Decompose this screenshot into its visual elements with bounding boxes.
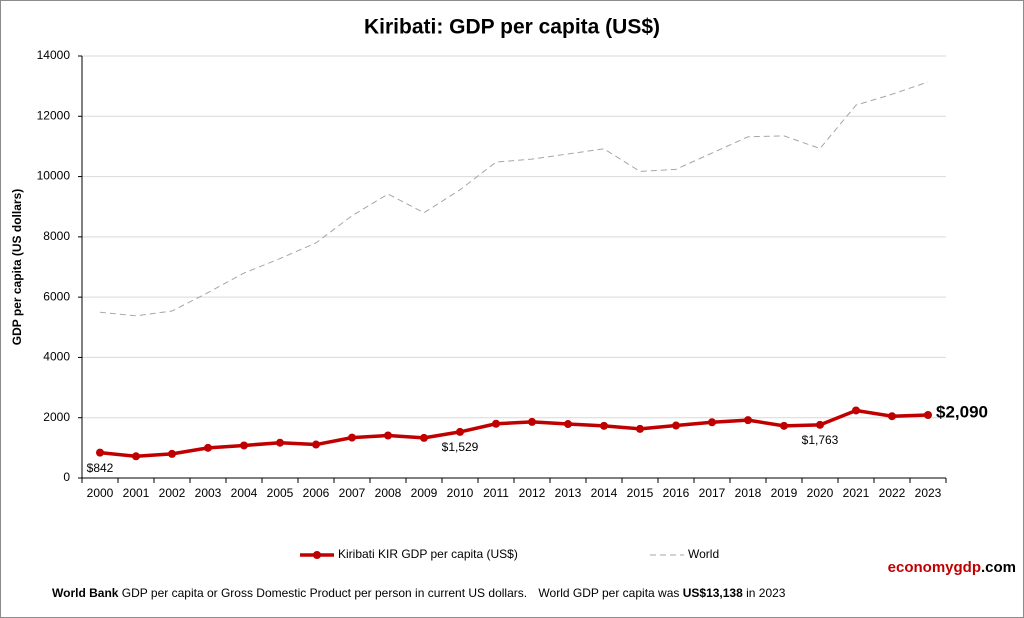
legend-marker xyxy=(313,551,321,559)
point xyxy=(456,427,464,436)
footer: World Bank GDP per capita or Gross Domes… xyxy=(52,586,786,600)
point xyxy=(924,411,932,420)
value-label: $2,090 xyxy=(936,402,988,421)
chart-title: Kiribati: GDP per capita (US$) xyxy=(364,16,660,39)
y-tick-label: 0 xyxy=(63,470,70,484)
point xyxy=(888,412,896,421)
point xyxy=(600,421,608,430)
point xyxy=(96,448,104,457)
point xyxy=(672,421,680,430)
x-tick-label: 2005 xyxy=(267,486,294,500)
x-tick-label: 2008 xyxy=(375,486,402,500)
x-tick-label: 2004 xyxy=(231,486,258,500)
y-tick-label: 14000 xyxy=(37,48,71,62)
footer-part: World Bank xyxy=(52,586,119,600)
point xyxy=(564,420,572,429)
x-tick-label: 2014 xyxy=(591,486,618,500)
series-line xyxy=(99,408,929,459)
value-label: $1,763 xyxy=(802,433,839,447)
x-tick-label: 2012 xyxy=(519,486,546,500)
point xyxy=(348,433,356,442)
x-tick-label: 2010 xyxy=(447,486,474,500)
x-tick-label: 2017 xyxy=(699,486,726,500)
y-axis-label: GDP per capita (US dollars) xyxy=(10,189,24,346)
x-tick-label: 2011 xyxy=(483,486,509,500)
point xyxy=(708,418,716,427)
value-label: $842 xyxy=(87,461,114,475)
value-label: $1,529 xyxy=(442,440,479,454)
footer-part: in 2023 xyxy=(746,586,786,600)
x-tick-label: 2003 xyxy=(195,486,222,500)
point xyxy=(240,441,248,450)
series-line xyxy=(99,81,929,317)
x-tick-label: 2020 xyxy=(807,486,834,500)
point xyxy=(852,406,860,415)
x-tick-label: 2016 xyxy=(663,486,690,500)
point xyxy=(744,416,752,425)
point xyxy=(204,443,212,452)
x-tick-label: 2007 xyxy=(339,486,366,500)
x-tick-label: 2019 xyxy=(771,486,798,500)
y-tick-label: 10000 xyxy=(37,169,71,183)
footer-part: World GDP per capita was xyxy=(538,586,679,600)
y-tick-label: 4000 xyxy=(43,350,70,364)
x-tick-label: 2021 xyxy=(843,486,870,500)
y-tick-label: 8000 xyxy=(43,229,70,243)
x-tick-label: 2023 xyxy=(915,486,942,500)
point xyxy=(276,438,284,447)
x-tick-label: 2009 xyxy=(411,486,438,500)
brand-suffix: .com xyxy=(981,559,1016,576)
brand: economygdp.com xyxy=(888,559,1016,576)
footer-part: US$13,138 xyxy=(683,586,743,600)
point xyxy=(636,424,644,433)
x-tick-label: 2018 xyxy=(735,486,762,500)
point xyxy=(132,452,140,461)
point xyxy=(312,440,320,449)
legend-label: Kiribati KIR GDP per capita (US$) xyxy=(338,547,518,561)
footer-part: GDP per capita or Gross Domestic Product… xyxy=(122,586,527,600)
x-tick-label: 2015 xyxy=(627,486,654,500)
point xyxy=(168,449,176,458)
point xyxy=(492,419,500,428)
point xyxy=(816,420,824,429)
point xyxy=(420,433,428,442)
y-tick-label: 6000 xyxy=(43,289,70,303)
point xyxy=(780,421,788,430)
point xyxy=(384,431,392,440)
x-tick-label: 2002 xyxy=(159,486,186,500)
x-tick-label: 2022 xyxy=(879,486,906,500)
x-tick-label: 2001 xyxy=(123,486,150,500)
brand-name: economygdp xyxy=(888,559,981,576)
y-tick-label: 2000 xyxy=(43,410,70,424)
point xyxy=(528,417,536,426)
y-tick-label: 12000 xyxy=(37,108,71,122)
x-tick-label: 2000 xyxy=(87,486,114,500)
legend-label: World xyxy=(688,547,719,561)
x-tick-label: 2013 xyxy=(555,486,582,500)
x-tick-label: 2006 xyxy=(303,486,330,500)
